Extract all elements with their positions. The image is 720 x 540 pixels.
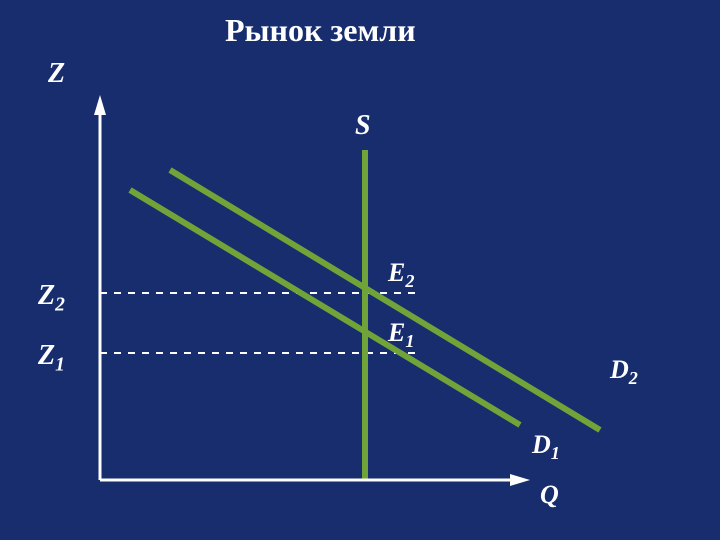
- demand-label-D2: D2: [610, 355, 638, 389]
- label-Z2: Z2: [38, 280, 65, 317]
- label-Z1: Z1: [38, 340, 65, 377]
- supply-label: S: [355, 110, 371, 142]
- label-E1: E1: [388, 318, 414, 352]
- demand-D1: [130, 190, 520, 425]
- demand-label-D1: D1: [532, 430, 560, 464]
- demand-D2: [170, 170, 600, 430]
- label-E2: E2: [388, 258, 414, 292]
- x-axis-arrow: [510, 474, 530, 486]
- diagram-svg: [0, 0, 720, 540]
- y-axis-label: Z: [48, 58, 65, 90]
- x-axis-label: Q: [540, 480, 559, 510]
- diagram-stage: Рынок земли ZQSD1D2Z2Z1E2E1: [0, 0, 720, 540]
- y-axis-arrow: [94, 95, 106, 115]
